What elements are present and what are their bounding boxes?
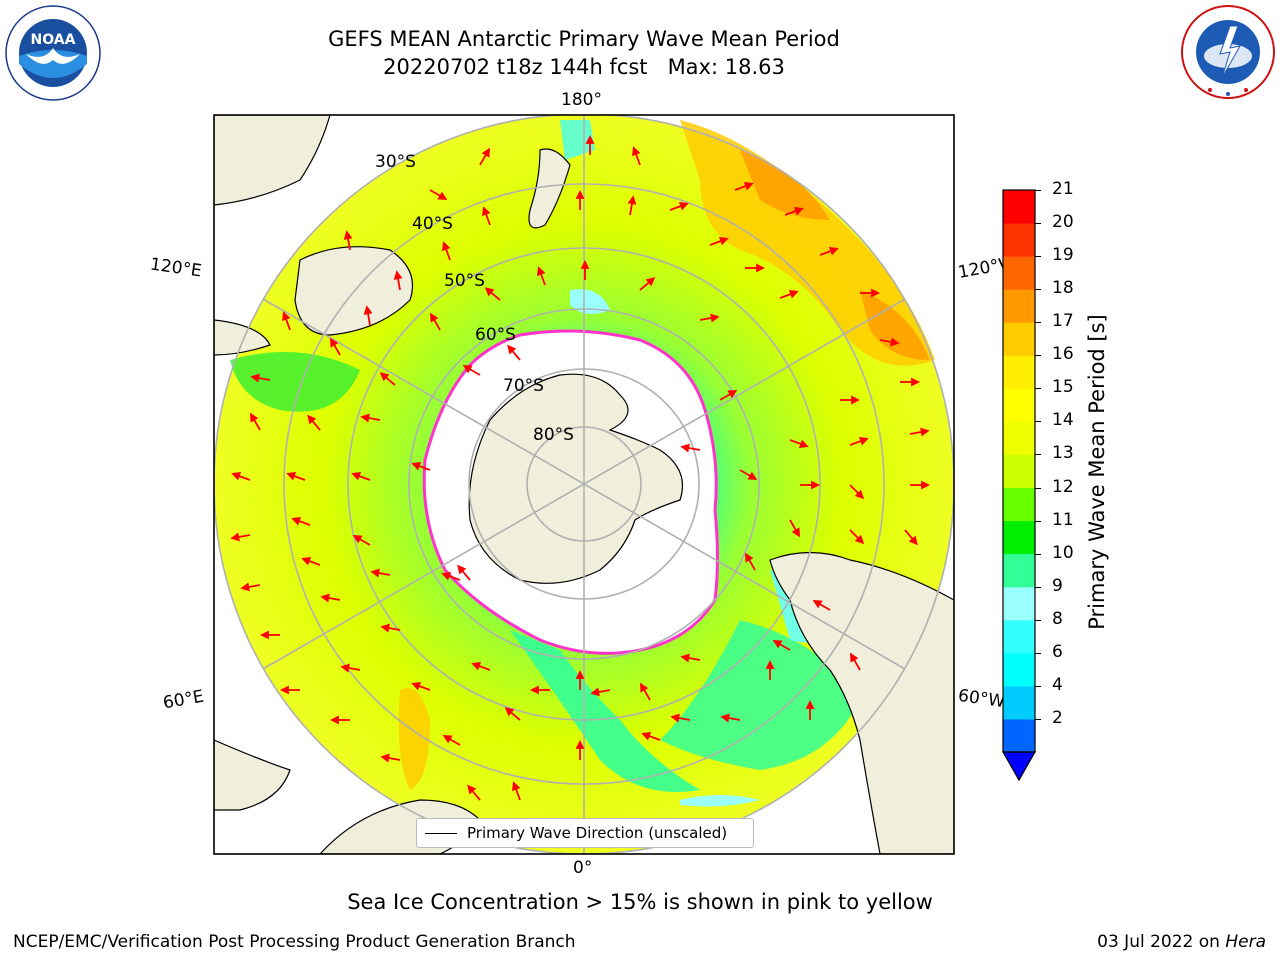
colorbar-tick-label: 21 xyxy=(1052,179,1074,199)
footer-credit: NCEP/EMC/Verification Post Processing Pr… xyxy=(13,932,576,952)
colorbar-tick-mark xyxy=(1035,223,1041,225)
map-frame xyxy=(213,114,955,855)
colorbar xyxy=(1001,189,1037,782)
colorbar-tick-mark xyxy=(1035,487,1041,489)
land-new-zealand xyxy=(528,148,571,229)
colorbar-bands xyxy=(1003,190,1035,753)
lat-label-50s: 50°S xyxy=(444,271,485,291)
footer-date: 03 Jul 2022 on xyxy=(1097,932,1226,952)
colorbar-tick-mark xyxy=(1035,652,1041,654)
lon-label-180: 180° xyxy=(561,90,602,110)
colorbar-tick-label: 8 xyxy=(1052,608,1063,629)
nws-logo xyxy=(1181,5,1275,99)
lat-label-40s: 40°S xyxy=(412,214,453,234)
colorbar-tick-label: 14 xyxy=(1052,410,1074,431)
colorbar-tick-mark xyxy=(1035,190,1041,191)
colorbar-tick-mark xyxy=(1035,685,1041,687)
colorbar-band xyxy=(1003,223,1035,257)
wave-direction-arrows xyxy=(230,134,931,801)
legend-line-swatch xyxy=(425,832,457,834)
lat-label-60s: 60°S xyxy=(475,325,516,345)
lon-label-0: 0° xyxy=(573,858,593,878)
colorbar-tick-label: 15 xyxy=(1052,377,1074,398)
land-asia xyxy=(214,115,331,206)
colorbar-tick-label: 18 xyxy=(1052,278,1074,299)
colorbar-tick-label: 9 xyxy=(1052,575,1063,596)
land-south-america xyxy=(769,551,954,854)
colorbar-tick-label: 17 xyxy=(1052,311,1074,332)
colorbar-band xyxy=(1003,388,1035,422)
lat-label-80s: 80°S xyxy=(533,425,574,445)
colorbar-tick-label: 4 xyxy=(1052,674,1063,695)
colorbar-tick-mark xyxy=(1035,619,1041,621)
footer-timestamp: 03 Jul 2022 on Hera xyxy=(1097,932,1266,952)
lat-label-70s: 70°S xyxy=(503,376,544,396)
colorbar-tick-mark xyxy=(1035,289,1041,291)
chart-subtitle: 20220702 t18z 144h fcst Max: 18.63 xyxy=(383,55,785,79)
colorbar-band xyxy=(1003,718,1035,753)
colorbar-tick-label: 16 xyxy=(1052,344,1074,365)
chart-title: GEFS MEAN Antarctic Primary Wave Mean Pe… xyxy=(328,27,840,51)
colorbar-tick-label: 10 xyxy=(1052,542,1074,563)
colorbar-band xyxy=(1003,685,1035,720)
colorbar-band xyxy=(1003,487,1035,522)
colorbar-tick-mark xyxy=(1035,256,1041,258)
colorbar-band xyxy=(1003,454,1035,489)
colorbar-band xyxy=(1003,256,1035,290)
colorbar-extend-arrow xyxy=(1001,751,1037,782)
colorbar-tick-label: 20 xyxy=(1052,212,1074,233)
noaa-logo: NOAA xyxy=(5,5,101,101)
colorbar-tick-mark xyxy=(1035,520,1041,522)
colorbar-band xyxy=(1003,190,1035,224)
colorbar-tick-mark xyxy=(1035,322,1041,324)
lat-label-30s: 30°S xyxy=(375,152,416,172)
colorbar-band xyxy=(1003,619,1035,654)
colorbar-band xyxy=(1003,553,1035,588)
colorbar-outline xyxy=(1002,189,1036,753)
colorbar-band xyxy=(1003,586,1035,621)
map-legend: Primary Wave Direction (unscaled) xyxy=(416,818,754,848)
colorbar-tick-mark xyxy=(1035,553,1041,555)
legend-label: Primary Wave Direction (unscaled) xyxy=(467,824,728,842)
colorbar-tick-label: 6 xyxy=(1052,641,1063,662)
colorbar-tick-label: 11 xyxy=(1052,509,1074,530)
footer-machine: Hera xyxy=(1225,932,1266,952)
colorbar-band xyxy=(1003,355,1035,389)
colorbar-tick-label: 12 xyxy=(1052,476,1074,497)
colorbar-tick-mark xyxy=(1035,454,1041,456)
colorbar-tick-mark xyxy=(1035,421,1041,423)
colorbar-band xyxy=(1003,322,1035,356)
sea-ice-caption: Sea Ice Concentration > 15% is shown in … xyxy=(347,890,933,914)
colorbar-tick-label: 19 xyxy=(1052,245,1074,266)
colorbar-tick-mark xyxy=(1035,718,1041,720)
land-africa xyxy=(214,739,291,811)
colorbar-tick-label: 2 xyxy=(1052,707,1063,728)
colorbar-band xyxy=(1003,520,1035,555)
colorbar-band xyxy=(1003,652,1035,687)
colorbar-band xyxy=(1003,421,1035,455)
graticule xyxy=(214,115,954,854)
colorbar-tick-mark xyxy=(1035,586,1041,588)
colorbar-tick-label: 13 xyxy=(1052,443,1074,464)
colorbar-label: Primary Wave Mean Period [s] xyxy=(1085,314,1109,630)
noaa-logo-text: NOAA xyxy=(31,32,76,48)
colorbar-band xyxy=(1003,289,1035,323)
colorbar-tick-mark xyxy=(1035,388,1041,390)
colorbar-tick-mark xyxy=(1035,355,1041,357)
